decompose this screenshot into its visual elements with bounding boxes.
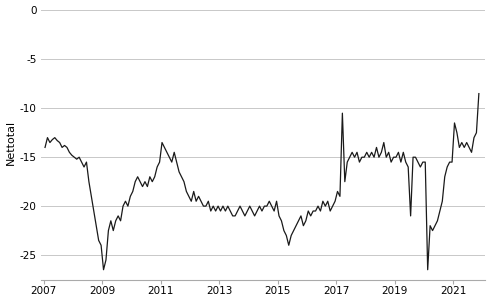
Y-axis label: Nettotal: Nettotal (5, 120, 16, 165)
